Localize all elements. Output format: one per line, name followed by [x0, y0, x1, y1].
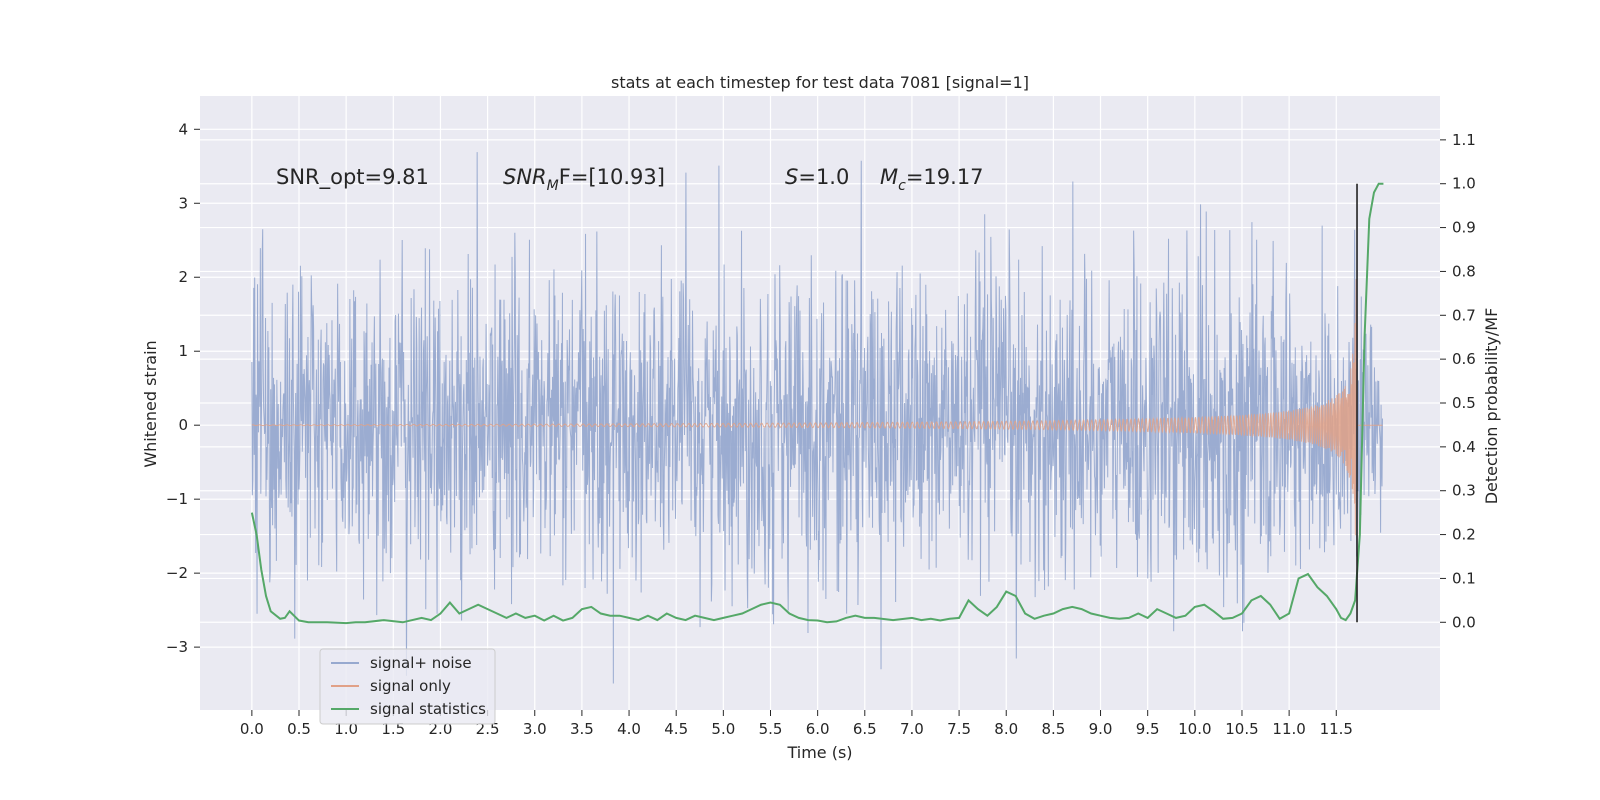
y-right-tick-label: 0.1 — [1452, 569, 1476, 587]
legend-label-noise: signal+ noise — [370, 654, 472, 672]
y-right-tick-label: 0.0 — [1452, 613, 1476, 631]
y-left-tick-label: 3 — [178, 194, 188, 212]
mc-sub: c — [898, 178, 906, 194]
x-tick-label: 6.5 — [853, 720, 877, 738]
x-tick-label: 9.0 — [1089, 720, 1113, 738]
y-left-tick-label: 0 — [178, 416, 188, 434]
series-signal-statistics — [250, 182, 1384, 625]
snr-mf-rest: F=[10.93] — [559, 165, 665, 189]
x-tick-label: 6.0 — [806, 720, 830, 738]
y-right-tick-label: 0.8 — [1452, 262, 1476, 280]
x-tick-label: 0.0 — [240, 720, 264, 738]
legend-label-stats: signal statistics — [370, 700, 486, 718]
y-right-tick-label: 0.5 — [1452, 394, 1476, 412]
x-tick-label: 11.0 — [1272, 720, 1305, 738]
x-axis-ticks: 0.0 0.5 1.0 1.5 2.0 2.5 3.0 3.5 4.0 4.5 5.0 5.5 6.0 6… — [240, 710, 1353, 738]
y-left-tick-label: 4 — [178, 120, 188, 138]
x-tick-label: 11.5 — [1320, 720, 1353, 738]
series-signal-only — [251, 279, 1383, 536]
x-axis-label: Time (s) — [786, 743, 852, 762]
y-right-tick-label: 1.0 — [1452, 175, 1476, 193]
y-left-axis-ticks: 4 3 2 1 0 −1 −2 −3 — [166, 120, 200, 656]
y-right-tick-label: 0.2 — [1452, 526, 1476, 544]
legend-box — [319, 648, 496, 725]
x-tick-label: 5.5 — [759, 720, 783, 738]
y-right-tick-label: 0.7 — [1452, 306, 1476, 324]
x-tick-label: 0.5 — [287, 720, 311, 738]
y-right-tick-label: 0.9 — [1452, 219, 1476, 237]
y-left-tick-label: −1 — [166, 490, 188, 508]
x-tick-label: 8.0 — [994, 720, 1018, 738]
snr-mf-main: SNR — [503, 165, 547, 189]
snr-mf-sub: M — [547, 178, 559, 194]
y-left-tick-label: 1 — [178, 342, 188, 360]
x-tick-label: 3.0 — [523, 720, 547, 738]
y-right-tick-label: 0.4 — [1452, 438, 1476, 456]
legend-label-signal: signal only — [370, 677, 451, 695]
x-tick-label: 7.5 — [947, 720, 971, 738]
annotation-snr-opt: SNR_opt=9.81 — [276, 165, 429, 190]
x-tick-label: 9.5 — [1136, 720, 1160, 738]
annotation-snr-mf: SNRMF=[10.93] — [503, 165, 665, 194]
x-tick-label: 5.0 — [711, 720, 735, 738]
x-tick-label: 8.5 — [1041, 720, 1065, 738]
y-left-tick-label: −3 — [166, 638, 188, 656]
series-signal-noise — [251, 152, 1383, 684]
mc-val: =19.17 — [906, 165, 984, 189]
x-tick-label: 7.0 — [900, 720, 924, 738]
legend: signal+ noise signal only signal statist… — [319, 648, 496, 725]
annotation-s: S=1.0 — [785, 165, 849, 189]
y-left-tick-label: 2 — [178, 268, 188, 286]
y-left-axis-label: Whitened strain — [141, 340, 160, 467]
y-right-tick-label: 0.3 — [1452, 482, 1476, 500]
annotation-mc: Mc=19.17 — [880, 165, 984, 194]
s-var: S — [785, 165, 798, 189]
s-val: =1.0 — [798, 165, 849, 189]
x-tick-label: 10.5 — [1225, 720, 1258, 738]
y-left-tick-label: −2 — [166, 564, 188, 582]
x-tick-label: 4.0 — [617, 720, 641, 738]
signal-trace — [251, 279, 1383, 536]
x-tick-label: 3.5 — [570, 720, 594, 738]
x-tick-label: 10.0 — [1178, 720, 1211, 738]
y-right-tick-label: 1.1 — [1452, 131, 1476, 149]
x-tick-label: 4.5 — [664, 720, 688, 738]
y-right-axis-label: Detection probability/MF — [1482, 308, 1501, 505]
y-right-axis-ticks: 1.1 1.0 0.9 0.8 0.7 0.6 0.5 0.4 0.3 0.2 0.1 0.0 — [1440, 131, 1476, 631]
mc-var: M — [880, 165, 898, 189]
noise-trace — [251, 152, 1383, 684]
chart-title: stats at each timestep for test data 708… — [611, 73, 1029, 92]
y-right-tick-label: 0.6 — [1452, 350, 1476, 368]
